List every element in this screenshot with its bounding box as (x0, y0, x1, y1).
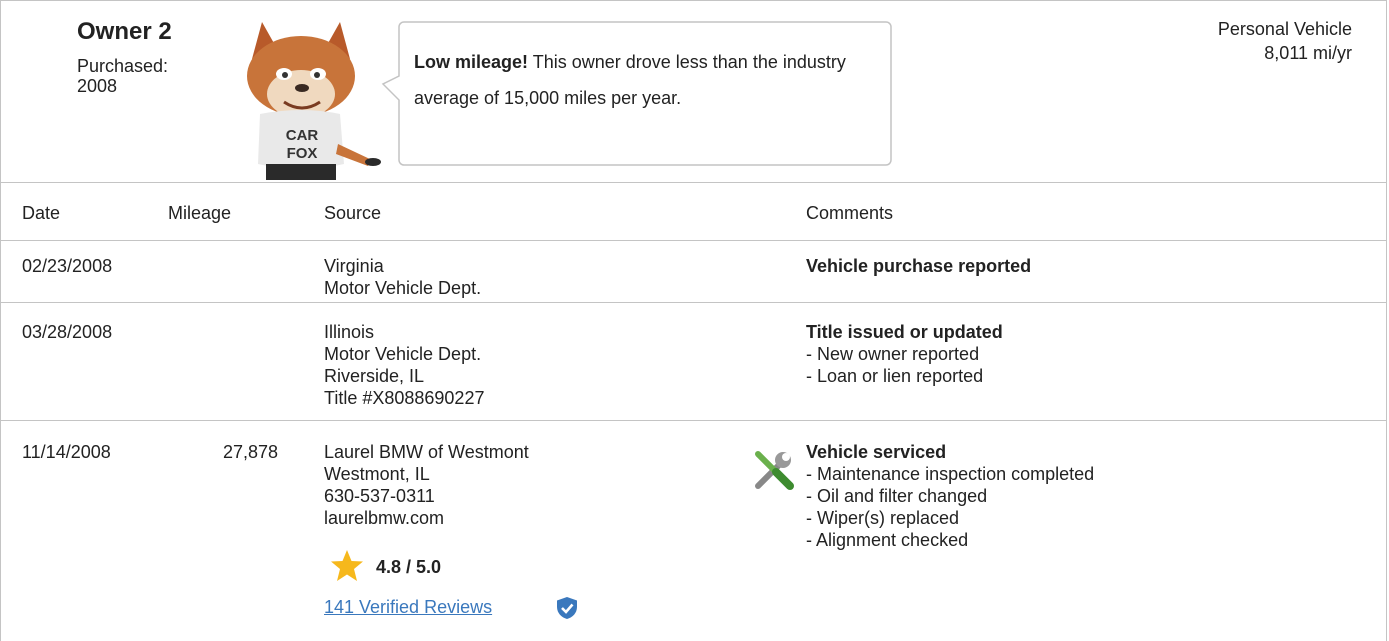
header-comments: Comments (806, 202, 893, 224)
comment-title: Vehicle serviced (806, 441, 1094, 463)
source-line: Illinois (324, 321, 484, 343)
comments: Title issued or updated - New owner repo… (806, 321, 1003, 387)
source-line: Title #X8088690227 (324, 387, 484, 409)
divider (0, 240, 1386, 241)
usage: Personal Vehicle 8,011 mi/yr (1218, 18, 1352, 64)
date: 11/14/2008 (22, 441, 111, 463)
verified-icon (554, 595, 580, 621)
rating: 4.8 / 5.0 (376, 556, 441, 578)
purchased: Purchased: 2008 (77, 56, 168, 96)
owner-title: Owner 2 (77, 18, 172, 46)
callout-text: Low mileage! This owner drove less than … (414, 44, 874, 116)
comment-item: - Alignment checked (806, 529, 1094, 551)
divider (0, 420, 1386, 421)
source-line: Motor Vehicle Dept. (324, 277, 481, 299)
source: Illinois Motor Vehicle Dept. Riverside, … (324, 321, 484, 409)
service-icon (750, 446, 798, 494)
comment-title: Vehicle purchase reported (806, 255, 1031, 277)
comment-item: - Oil and filter changed (806, 485, 1094, 507)
source-line: 630-537-0311 (324, 485, 529, 507)
reviews-link[interactable]: 141 Verified Reviews (324, 596, 492, 618)
callout-bold: Low mileage! (414, 52, 528, 72)
comment-item: - Maintenance inspection completed (806, 463, 1094, 485)
source-line: Motor Vehicle Dept. (324, 343, 484, 365)
source: Laurel BMW of Westmont Westmont, IL 630-… (324, 441, 529, 529)
comment-item: - Wiper(s) replaced (806, 507, 1094, 529)
mascot: CAR FOX (222, 14, 382, 184)
svg-text:CAR: CAR (286, 127, 319, 144)
header-source: Source (324, 202, 381, 224)
usage-type: Personal Vehicle (1218, 18, 1352, 40)
header-mileage: Mileage (168, 202, 231, 224)
source-line: Riverside, IL (324, 365, 484, 387)
comment-item: - New owner reported (806, 343, 1003, 365)
mileage-rate: 8,011 mi/yr (1218, 42, 1352, 64)
date: 02/23/2008 (22, 255, 112, 277)
comment-title: Title issued or updated (806, 321, 1003, 343)
source-line: laurelbmw.com (324, 507, 529, 529)
page: Owner 2 Purchased: 2008 Personal Vehicle… (0, 0, 1389, 635)
source: Virginia Motor Vehicle Dept. (324, 255, 481, 299)
divider (0, 182, 1386, 183)
mileage: 27,878 (168, 441, 278, 463)
comment-item: - Loan or lien reported (806, 365, 1003, 387)
source-line: Westmont, IL (324, 463, 529, 485)
svg-text:FOX: FOX (287, 145, 318, 162)
comments: Vehicle serviced - Maintenance inspectio… (806, 441, 1094, 551)
header-date: Date (22, 202, 60, 224)
date: 03/28/2008 (22, 321, 112, 343)
star-icon (328, 548, 366, 584)
purchased-label: Purchased: (77, 56, 168, 76)
divider (0, 302, 1386, 303)
purchased-year: 2008 (77, 76, 168, 96)
source-line: Virginia (324, 255, 481, 277)
source-line: Laurel BMW of Westmont (324, 441, 529, 463)
